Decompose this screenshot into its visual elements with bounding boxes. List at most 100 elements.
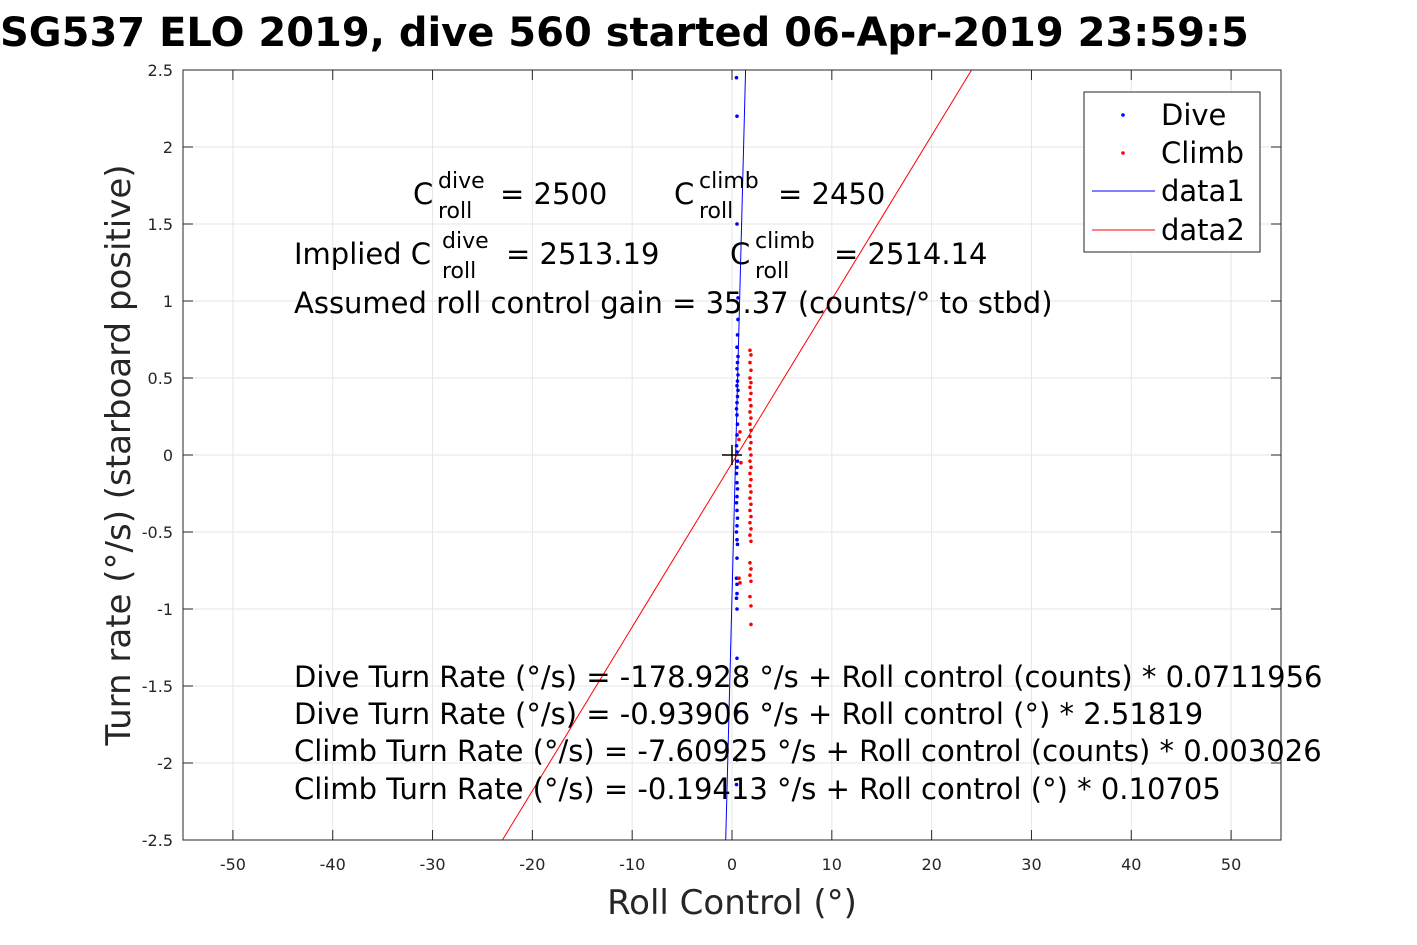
point-dive bbox=[736, 388, 740, 393]
point-climb bbox=[749, 539, 753, 544]
point-dive bbox=[734, 530, 739, 534]
chart-title: SG537 ELO 2019, dive 560 started 06-Apr-… bbox=[0, 10, 1249, 56]
point-climb bbox=[749, 579, 753, 584]
legend-data1-label: data1 bbox=[1161, 174, 1245, 208]
point-dive bbox=[735, 516, 740, 520]
equation-dive-degrees: Dive Turn Rate (°/s) = -0.93906 °/s + Ro… bbox=[294, 697, 1203, 731]
point-dive bbox=[735, 582, 739, 587]
legend-climb-label: Climb bbox=[1161, 136, 1244, 170]
point-dive bbox=[734, 782, 739, 787]
point-dive bbox=[735, 222, 739, 226]
implied-dive-sup: dive bbox=[442, 229, 489, 254]
point-dive bbox=[735, 480, 739, 485]
point-dive bbox=[735, 333, 740, 337]
point-dive bbox=[735, 656, 739, 661]
point-climb bbox=[748, 484, 752, 488]
legend-dive-marker bbox=[1121, 113, 1125, 117]
y-tick-label: -2 bbox=[157, 754, 173, 773]
implied-climb-value: = 2514.14 bbox=[834, 237, 987, 271]
implied-dive-value: = 2513.19 bbox=[506, 237, 659, 271]
point-dive bbox=[734, 407, 739, 411]
point-climb bbox=[749, 527, 753, 531]
point-dive bbox=[735, 758, 739, 762]
x-tick-label: -40 bbox=[320, 855, 346, 874]
point-climb bbox=[748, 410, 752, 414]
gain-annotation: Assumed roll control gain = 35.37 (count… bbox=[294, 286, 1053, 320]
y-tick-label: -1.5 bbox=[142, 677, 173, 696]
point-climb bbox=[748, 496, 752, 500]
c-dive-sub: roll bbox=[438, 199, 472, 224]
point-climb bbox=[749, 403, 753, 408]
y-tick-label: 0 bbox=[163, 446, 173, 465]
point-climb bbox=[748, 520, 752, 525]
point-climb bbox=[749, 453, 753, 457]
y-tick-label: 2 bbox=[163, 138, 173, 157]
y-axis-label: Turn rate (°/s) (starboard positive) bbox=[99, 164, 139, 746]
point-climb bbox=[748, 573, 752, 577]
equation-dive-counts: Dive Turn Rate (°/s) = -178.928 °/s + Ro… bbox=[294, 660, 1322, 694]
point-climb bbox=[748, 397, 752, 402]
point-dive bbox=[735, 591, 739, 596]
point-climb bbox=[748, 561, 752, 565]
point-dive bbox=[735, 366, 739, 371]
point-climb bbox=[748, 447, 752, 451]
c-dive-sup: dive bbox=[438, 169, 485, 194]
c-climb-sup: climb bbox=[699, 169, 759, 194]
y-ticks: -2.5 -2 -1.5 -1 -0.5 0 0.5 1 1.5 2 2.5 bbox=[142, 61, 1281, 850]
y-tick-label: 1 bbox=[163, 292, 173, 311]
point-dive bbox=[735, 465, 739, 470]
legend-climb-marker bbox=[1121, 151, 1125, 155]
y-tick-label: -1 bbox=[157, 600, 173, 619]
point-climb bbox=[738, 430, 742, 434]
point-dive bbox=[735, 400, 739, 405]
point-climb bbox=[749, 465, 753, 470]
point-climb bbox=[749, 416, 753, 420]
point-climb bbox=[737, 576, 741, 580]
point-climb bbox=[749, 368, 753, 373]
c-dive-value: = 2500 bbox=[500, 177, 607, 211]
point-dive bbox=[735, 607, 739, 611]
annotation-implied-dive: Implied C dive roll = 2513.19 bbox=[294, 229, 659, 284]
origin-marker bbox=[722, 445, 742, 465]
point-dive bbox=[735, 459, 740, 463]
x-tick-label: 10 bbox=[822, 855, 842, 874]
point-climb bbox=[749, 514, 753, 519]
annotation-c-climb: C climb roll = 2450 bbox=[674, 169, 885, 224]
point-dive bbox=[736, 296, 740, 300]
point-climb bbox=[739, 460, 743, 465]
point-climb bbox=[748, 385, 752, 390]
point-dive bbox=[734, 708, 739, 713]
x-tick-label: -20 bbox=[519, 855, 545, 874]
point-climb bbox=[749, 490, 753, 494]
point-dive bbox=[734, 471, 739, 476]
y-tick-label: 1.5 bbox=[148, 215, 173, 234]
x-ticks: -50 -40 -30 -20 -10 0 10 20 30 40 50 bbox=[220, 70, 1241, 874]
point-dive bbox=[735, 114, 739, 118]
point-climb bbox=[749, 502, 753, 507]
implied-climb-base: C bbox=[730, 237, 750, 271]
point-dive bbox=[735, 494, 739, 499]
point-dive bbox=[735, 433, 739, 437]
point-dive bbox=[736, 317, 740, 322]
point-dive bbox=[735, 542, 740, 547]
point-dive bbox=[734, 443, 739, 448]
x-tick-label: -50 bbox=[220, 855, 246, 874]
point-climb bbox=[749, 622, 753, 627]
point-dive bbox=[735, 345, 739, 350]
point-dive bbox=[735, 524, 739, 528]
point-climb bbox=[749, 428, 753, 433]
point-climb bbox=[749, 353, 753, 357]
point-dive bbox=[735, 360, 740, 365]
point-dive bbox=[735, 394, 740, 399]
point-dive bbox=[735, 422, 740, 427]
y-tick-label: -0.5 bbox=[142, 523, 173, 542]
equation-climb-counts: Climb Turn Rate (°/s) = -7.60925 °/s + R… bbox=[294, 734, 1322, 768]
c-climb-sub: roll bbox=[699, 199, 733, 224]
point-dive bbox=[735, 537, 739, 542]
data-points bbox=[734, 75, 753, 787]
x-tick-label: 30 bbox=[1021, 855, 1041, 874]
point-dive bbox=[735, 508, 739, 513]
annotation-implied-climb: C climb roll = 2514.14 bbox=[730, 229, 987, 284]
point-dive bbox=[736, 354, 740, 359]
